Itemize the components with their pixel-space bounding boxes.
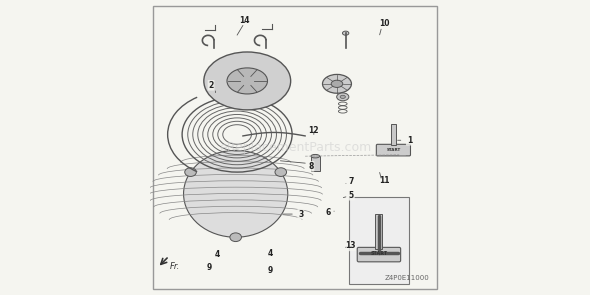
Ellipse shape [331, 80, 343, 87]
Text: 9: 9 [268, 266, 273, 275]
Bar [349, 197, 409, 283]
Text: 13: 13 [345, 241, 355, 250]
Text: 6: 6 [326, 208, 331, 217]
Ellipse shape [337, 93, 349, 101]
Ellipse shape [275, 168, 287, 176]
Text: START: START [386, 148, 401, 152]
Text: Fr.: Fr. [170, 262, 180, 271]
Text: 5: 5 [349, 191, 354, 200]
Ellipse shape [340, 95, 345, 99]
Text: 9: 9 [207, 263, 212, 272]
Text: Z4P0E11000: Z4P0E11000 [385, 275, 430, 281]
Text: 3: 3 [298, 209, 303, 219]
Text: 14: 14 [239, 16, 250, 25]
Text: START: START [371, 251, 388, 256]
Ellipse shape [183, 150, 288, 237]
Text: 10: 10 [379, 19, 390, 28]
Text: eReplacementParts.com: eReplacementParts.com [219, 141, 371, 154]
Text: 7: 7 [349, 177, 354, 186]
Bar [391, 124, 396, 145]
Ellipse shape [227, 68, 267, 94]
Text: 2: 2 [208, 81, 214, 90]
Text: 11: 11 [379, 176, 390, 185]
Text: 8: 8 [308, 162, 314, 171]
Ellipse shape [311, 155, 320, 158]
Ellipse shape [342, 31, 349, 35]
Ellipse shape [185, 168, 196, 176]
Ellipse shape [230, 233, 241, 242]
Text: 4: 4 [268, 249, 273, 258]
Ellipse shape [323, 74, 352, 93]
Bar [375, 214, 382, 249]
Ellipse shape [204, 52, 291, 110]
Bar [311, 156, 320, 171]
Text: 4: 4 [214, 250, 219, 259]
Text: 12: 12 [309, 126, 319, 135]
Text: 1: 1 [407, 136, 412, 145]
FancyBboxPatch shape [357, 248, 401, 262]
FancyBboxPatch shape [376, 144, 411, 156]
